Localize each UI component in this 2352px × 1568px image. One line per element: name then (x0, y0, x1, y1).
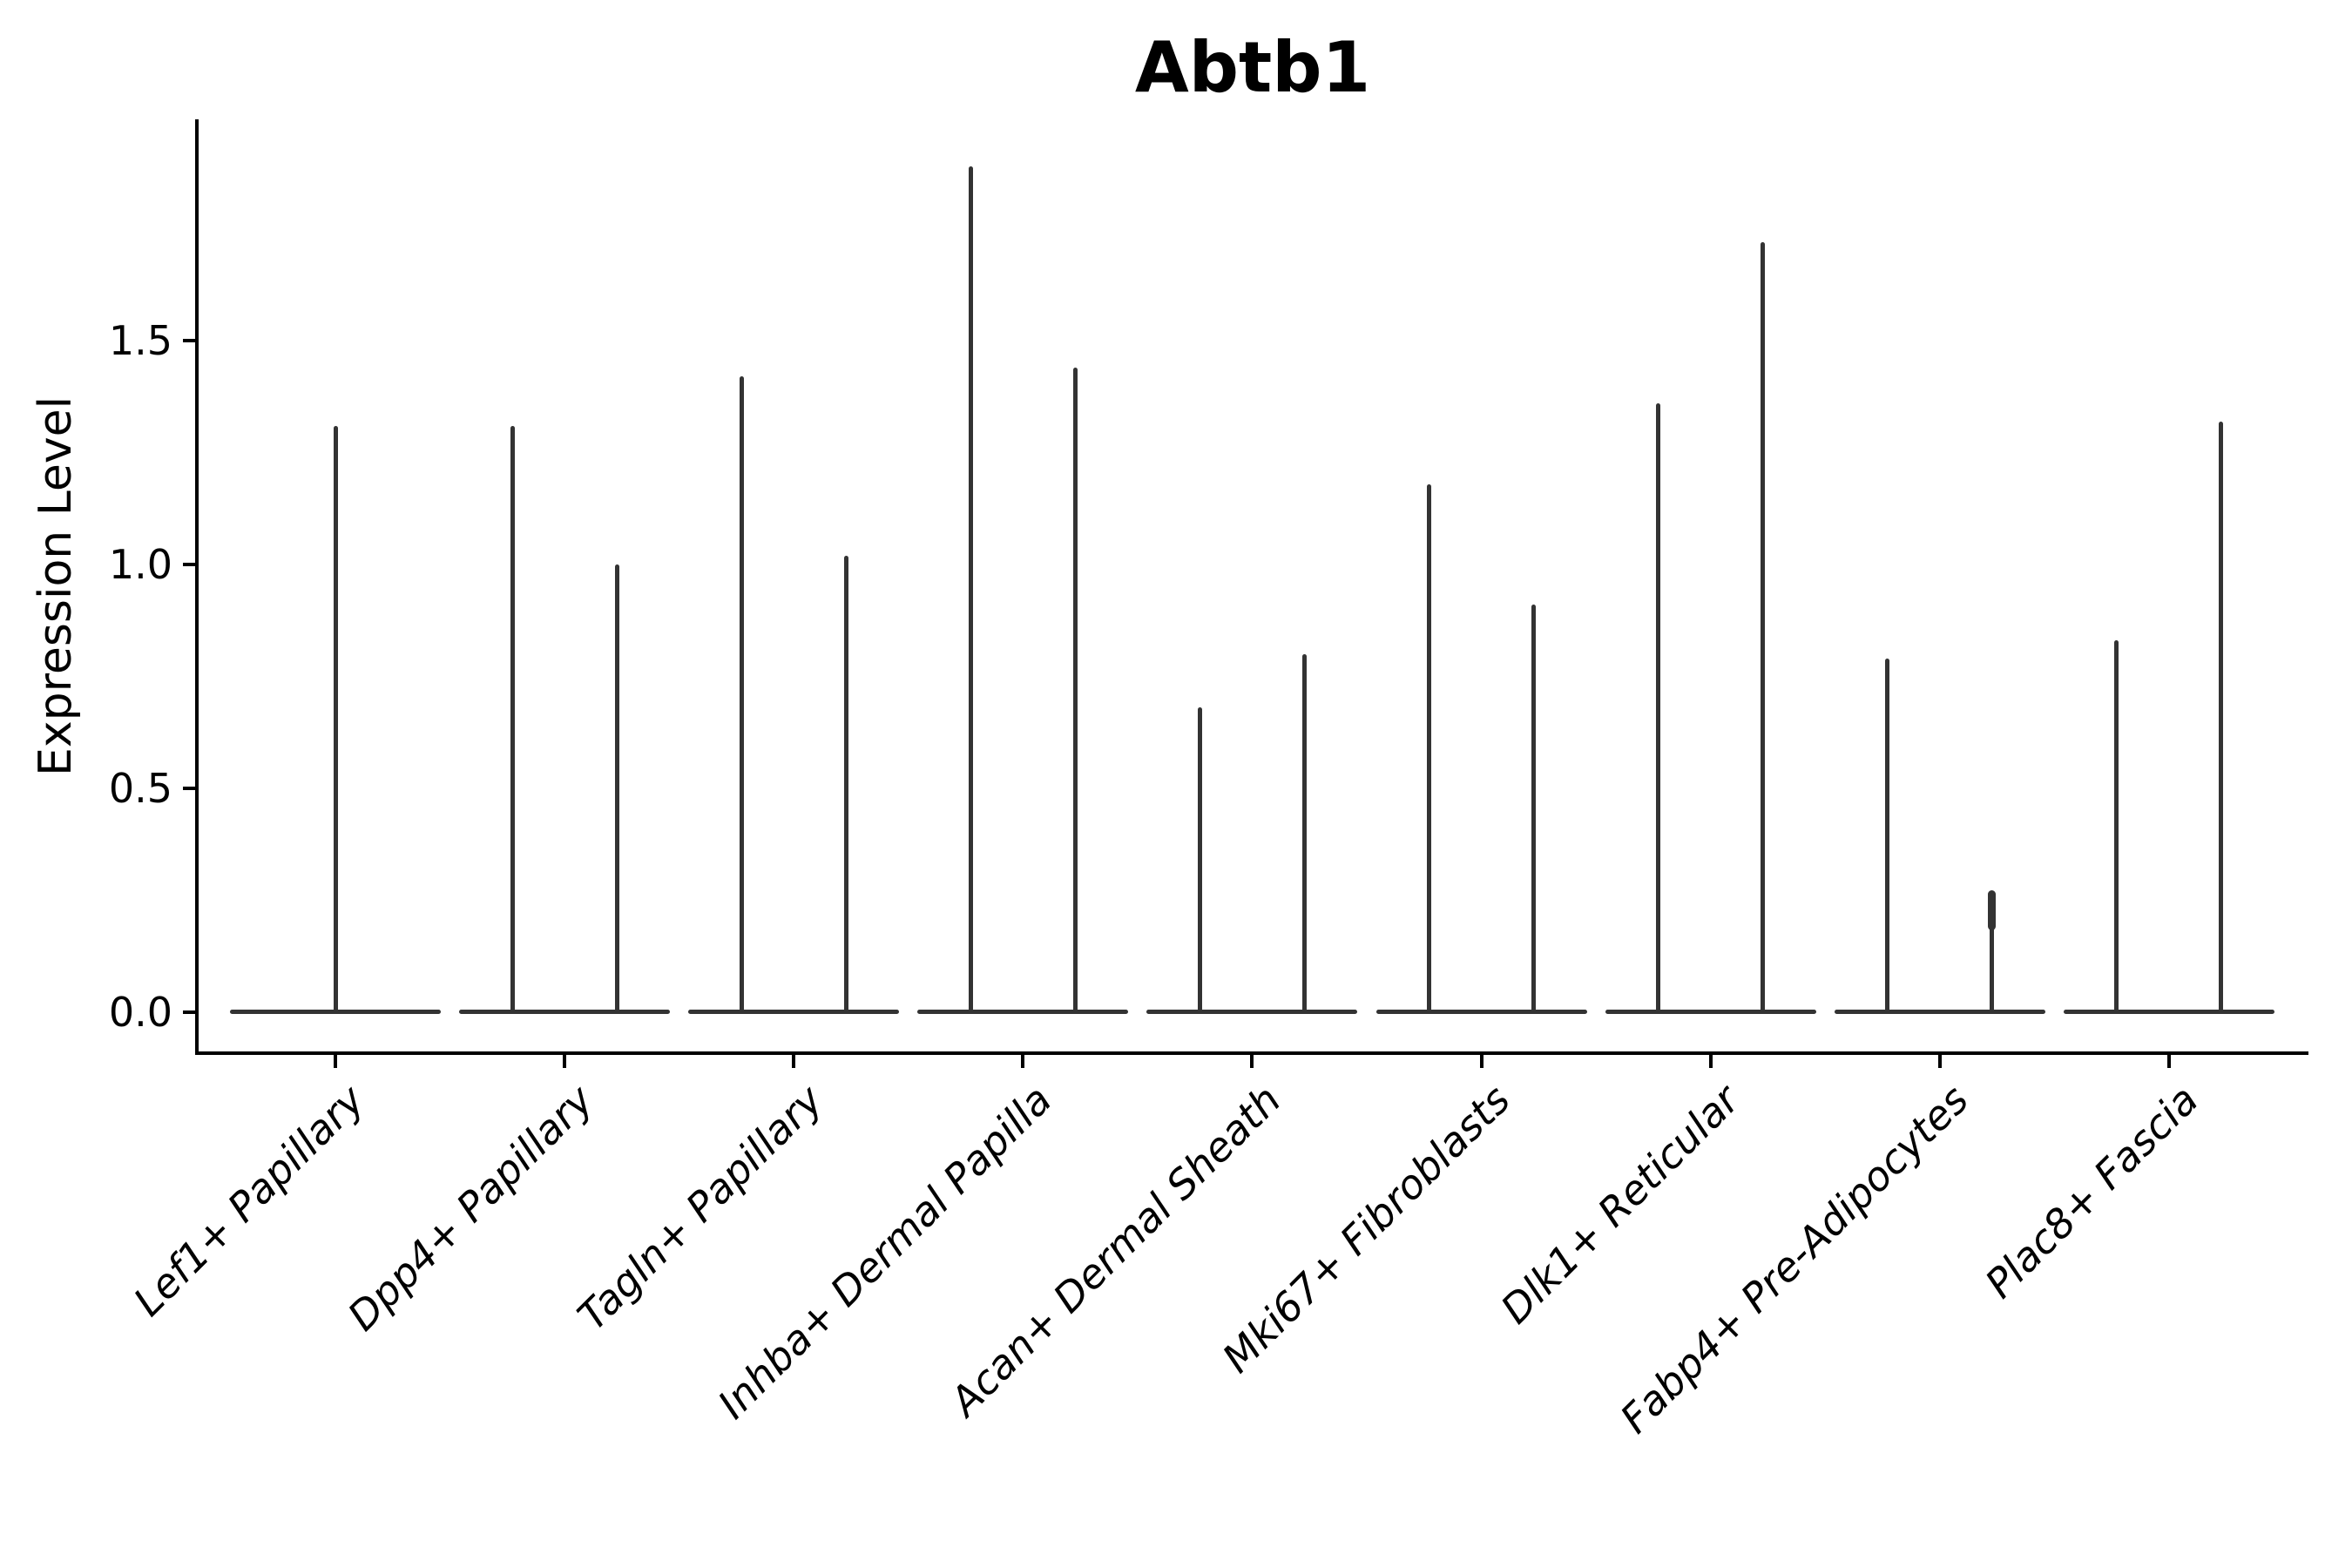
violin-baseline (1146, 1010, 1358, 1014)
violin-spike (1885, 658, 1890, 1014)
violin-spike (1301, 653, 1307, 1014)
x-tick-label: Lef1+ Papillary (124, 1076, 374, 1326)
x-tick (563, 1053, 567, 1068)
violin-spike (843, 555, 848, 1014)
y-axis-label: Expression Level (30, 395, 82, 777)
y-tick-label: 1.5 (108, 317, 172, 365)
chart-title: Abtb1 (1134, 27, 1371, 108)
violin-spike (1197, 707, 1202, 1014)
violin-spike (739, 376, 744, 1014)
violin-spike (1656, 403, 1661, 1014)
violin-spike (1427, 483, 1431, 1014)
x-tick (2166, 1053, 2171, 1068)
violin-spike (510, 425, 515, 1014)
violin-spike (614, 564, 619, 1014)
x-tick (1479, 1053, 1484, 1068)
violin-spike-knob (1988, 889, 1997, 930)
violin-baseline (688, 1010, 900, 1014)
violin-spike (333, 425, 338, 1014)
x-tick-label: Tagln+ Papillary (568, 1076, 832, 1340)
violin-spike (1761, 242, 1766, 1014)
violin-spike (968, 166, 973, 1014)
y-tick-label: 0.5 (108, 764, 172, 812)
y-tick (183, 1010, 195, 1014)
violin-baseline (1834, 1010, 2045, 1014)
violin-baseline (2063, 1010, 2274, 1014)
violin-baseline (1375, 1010, 1587, 1014)
x-tick-label: Dpp4+ Papillary (338, 1076, 603, 1340)
violin-baseline (917, 1010, 1129, 1014)
y-tick (183, 786, 195, 790)
x-tick (1937, 1053, 1942, 1068)
violin-spike (1072, 368, 1078, 1014)
violin-spike (2219, 421, 2224, 1014)
x-tick (1021, 1053, 1025, 1068)
violin-spike (1531, 605, 1536, 1014)
violin-spike (2114, 640, 2119, 1014)
violin-baseline (459, 1010, 671, 1014)
y-tick (183, 563, 195, 567)
y-tick-label: 1.0 (108, 541, 172, 589)
y-axis-spine (195, 119, 199, 1055)
y-tick-label: 0.0 (108, 988, 172, 1036)
x-tick-label: Plac8+ Fascia (1975, 1076, 2207, 1308)
y-tick (183, 339, 195, 343)
x-tick (1250, 1053, 1254, 1068)
violin-baseline (1605, 1010, 1816, 1014)
x-tick (1708, 1053, 1713, 1068)
x-tick-label: Dlk1+ Reticular (1491, 1076, 1748, 1333)
x-tick (334, 1053, 337, 1068)
x-tick (792, 1053, 796, 1068)
violin-spike (1990, 890, 1995, 1014)
